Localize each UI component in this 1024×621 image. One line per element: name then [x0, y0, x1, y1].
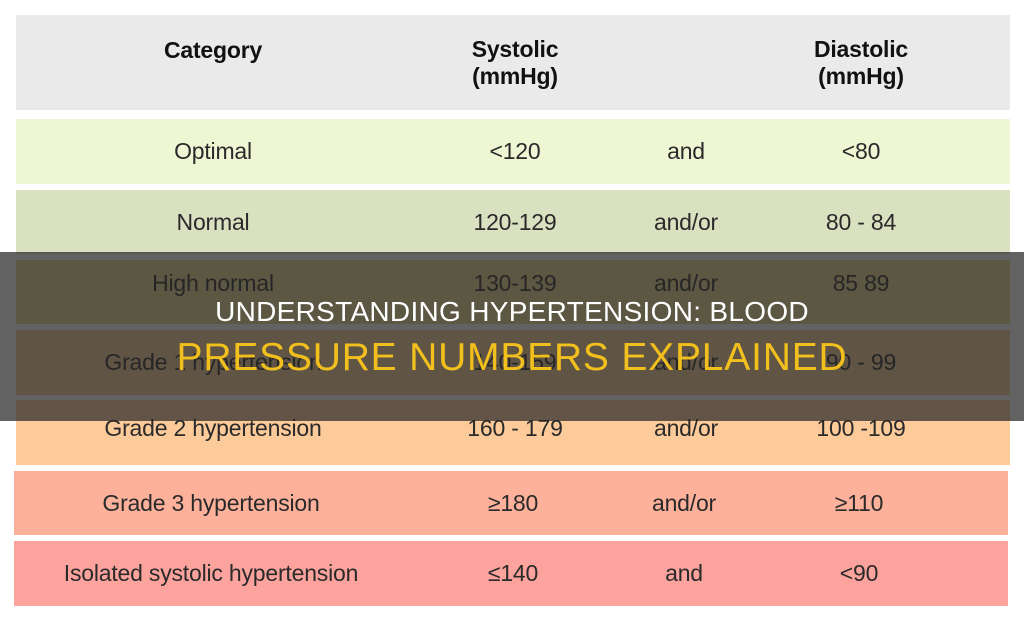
- cell-systolic: <120: [489, 138, 541, 164]
- cell-category: Grade 3 hypertension: [102, 489, 320, 516]
- cell-conjunction: and: [667, 138, 705, 164]
- cell-diastolic: <90: [839, 560, 879, 586]
- cell-category: Isolated systolic hypertension: [63, 560, 359, 586]
- title-line-1: UNDERSTANDING HYPERTENSION: BLOOD: [215, 295, 809, 327]
- cell-systolic: 120-129: [473, 208, 557, 235]
- cell-diastolic: <80: [841, 138, 881, 164]
- cell-conjunction: and/or: [653, 208, 718, 235]
- table-row-optimal: Optimal <120 and <80: [16, 119, 1010, 184]
- header-conjunction: [620, 15, 752, 110]
- header-category: Category: [16, 15, 410, 110]
- header-systolic: Systolic (mmHg): [410, 15, 620, 110]
- cell-category: Normal: [176, 208, 250, 235]
- header-diastolic: Diastolic (mmHg): [752, 15, 970, 110]
- table-row-isolated-systolic: Isolated systolic hypertension ≤140 and …: [14, 541, 1008, 606]
- table-header: Category Systolic (mmHg) Diastolic (mmHg…: [16, 15, 1010, 110]
- title-line-2: PRESSURE NUMBERS EXPLAINED: [176, 335, 848, 379]
- table-row-grade3: Grade 3 hypertension ≥180 and/or ≥110: [14, 471, 1008, 535]
- header-systolic-label: Systolic: [471, 35, 559, 62]
- table-row-normal: Normal 120-129 and/or 80 - 84: [16, 190, 1010, 254]
- header-diastolic-label: Diastolic: [813, 35, 909, 62]
- header-diastolic-unit: (mmHg): [818, 62, 904, 89]
- cell-diastolic: 80 - 84: [825, 208, 897, 235]
- cell-systolic: ≤140: [487, 560, 539, 586]
- header-systolic-unit: (mmHg): [472, 62, 558, 89]
- cell-systolic: ≥180: [487, 489, 539, 516]
- cell-diastolic: ≥110: [834, 489, 884, 516]
- title-banner: UNDERSTANDING HYPERTENSION: BLOOD PRESSU…: [0, 252, 1024, 421]
- cell-conjunction: and/or: [651, 489, 716, 516]
- cell-category: Optimal: [174, 138, 252, 164]
- header-category-label: Category: [163, 37, 263, 63]
- cell-conjunction: and: [665, 560, 703, 586]
